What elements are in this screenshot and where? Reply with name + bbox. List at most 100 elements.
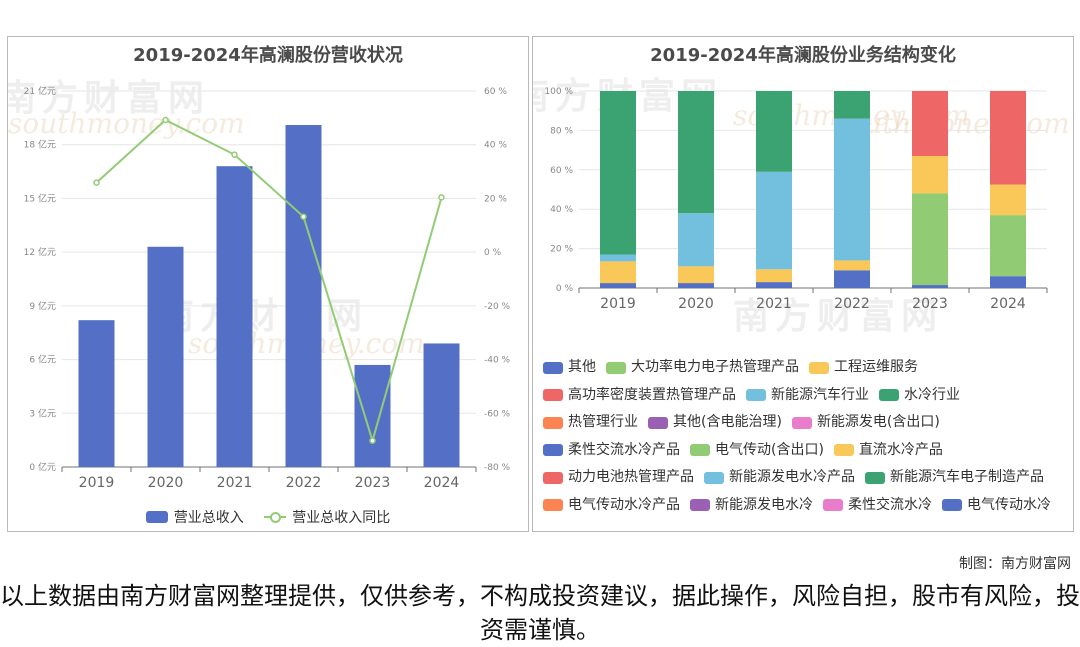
legend-item[interactable]: 大功率电力电子热管理产品 [606, 355, 799, 380]
yoy-growth-point [162, 116, 169, 124]
legend-item[interactable]: 新能源发电(含出口) [791, 410, 940, 435]
yoy-growth-line [95, 118, 443, 445]
structure-segment [756, 171, 792, 270]
x-tick-label: 2019 [600, 296, 636, 312]
revenue-chart-plot: 0 亿元 3 亿元 6 亿元 9 亿元 12 亿元 15 亿元 18 亿元 21 亿元 -80 … [24, 85, 511, 491]
y-right-tick-label: -40 % [484, 356, 511, 366]
y-tick-label: 100 % [544, 87, 573, 97]
legend-item[interactable]: 其他(含电能治理) [648, 410, 782, 435]
x-tick-label: 2022 [286, 475, 322, 491]
legend-item[interactable]: 高功率密度装置热管理产品 [543, 383, 736, 408]
structure-segment [600, 254, 636, 262]
x-tick-label: 2023 [912, 296, 948, 312]
legend-item[interactable]: 柔性交流水冷产品 [543, 438, 680, 463]
structure-chart-panel: 南方财富网 southmoney.com 南方财富网 southmoney.co… [532, 36, 1074, 532]
legend-swatch [746, 389, 766, 401]
y-tick-label: 0 % [556, 284, 574, 294]
yoy-growth-point [300, 213, 307, 220]
structure-segment [756, 282, 792, 288]
structure-chart-legend: 其他 大功率电力电子热管理产品 工程运维服务高功率密度装置热管理产品 新能源汽车行业 水… [543, 355, 1068, 520]
y-tick-label: 60 % [550, 166, 573, 176]
x-tick-label: 2019 [79, 475, 115, 491]
revenue-chart-panel: 南方财富网 southmoney.com 南方财富网 southmoney.co… [7, 36, 529, 532]
legend-swatch [690, 499, 710, 511]
structure-segment [600, 261, 636, 284]
legend-item[interactable]: 电气传动水冷产品 [543, 493, 680, 518]
structure-segment [990, 184, 1026, 216]
legend-label: 水冷行业 [904, 386, 960, 403]
y-left-tick-label: 9 亿元 [29, 300, 56, 312]
legend-swatch [833, 444, 854, 456]
x-tick-label: 2020 [148, 475, 184, 491]
legend-swatch [606, 361, 626, 374]
chart-credit: 制图：南方财富网 [959, 556, 1071, 572]
legend-item[interactable]: 新能源汽车电子制造产品 [865, 465, 1044, 490]
x-tick-label: 2021 [217, 475, 253, 491]
legend-item[interactable]: 电气传动(含出口) [690, 438, 824, 463]
revenue-bar [354, 364, 391, 467]
legend-label: 高功率密度装置热管理产品 [568, 386, 736, 403]
x-tick-label: 2024 [990, 296, 1026, 312]
legend-item[interactable]: 热管理行业 [543, 410, 638, 435]
legend-label: 电气传动水冷产品 [568, 496, 680, 513]
legend-label-revenue: 营业总收入 [173, 510, 244, 526]
structure-segment [678, 266, 714, 284]
legend-label-yoy: 营业总收入同比 [292, 510, 391, 526]
yoy-growth-point [438, 194, 445, 201]
legend-swatch [543, 389, 563, 401]
legend-label: 工程运维服务 [834, 359, 918, 375]
revenue-chart-legend: 营业总收入 营业总收入同比 [8, 507, 528, 527]
legend-label: 直流水冷产品 [858, 441, 943, 458]
yoy-growth-point [231, 151, 238, 158]
legend-item[interactable]: 工程运维服务 [809, 355, 918, 380]
structure-segment [912, 91, 948, 157]
legend-line-swatch [264, 511, 287, 523]
legend-item[interactable]: 柔性交流水冷 [823, 493, 932, 518]
structure-segment [834, 118, 870, 261]
legend-item[interactable]: 新能源发电水冷 [690, 493, 813, 518]
legend-item-yoy[interactable]: 营业总收入同比 [264, 507, 390, 527]
y-left-tick-label: 0 亿元 [29, 461, 56, 473]
legend-item-revenue[interactable]: 营业总收入 [145, 507, 244, 527]
legend-swatch [690, 444, 710, 456]
y-right-tick-label: 20 % [484, 194, 507, 204]
structure-chart-title: 2019-2024年高澜股份业务结构变化 [650, 45, 956, 66]
y-right-tick-label: 40 % [484, 141, 507, 151]
x-tick-label: 2024 [424, 475, 460, 491]
legend-label: 新能源汽车行业 [771, 386, 869, 403]
legend-swatch [791, 416, 812, 429]
structure-segment [990, 276, 1026, 288]
y-left-tick-label: 6 亿元 [29, 354, 56, 366]
legend-swatch [648, 416, 668, 429]
structure-segment [912, 285, 948, 288]
structure-segment [600, 91, 636, 255]
y-left-tick-label: 21 亿元 [24, 85, 56, 97]
legend-item[interactable]: 电气传动水冷 [942, 493, 1051, 518]
legend-swatch [879, 389, 899, 401]
legend-label: 电气传动(含出口) [715, 441, 824, 458]
legend-label: 新能源汽车电子制造产品 [890, 469, 1044, 485]
legend-item[interactable]: 水冷行业 [879, 383, 960, 408]
y-tick-label: 80 % [550, 126, 573, 136]
legend-swatch [823, 499, 843, 511]
legend-label: 电气传动水冷 [967, 496, 1051, 513]
legend-swatch [865, 471, 885, 484]
structure-segment [678, 91, 714, 214]
legend-item[interactable]: 直流水冷产品 [833, 438, 943, 463]
legend-item[interactable]: 其他 [543, 355, 596, 380]
legend-swatch [543, 444, 563, 456]
revenue-bar [216, 166, 253, 467]
structure-segment [756, 91, 792, 172]
legend-swatch [543, 361, 563, 374]
y-right-tick-label: 60 % [484, 87, 507, 97]
structure-segment [990, 91, 1026, 185]
legend-label: 其他 [568, 359, 596, 375]
legend-item[interactable]: 动力电池热管理产品 [543, 465, 694, 490]
structure-segment [834, 270, 870, 288]
revenue-bar [147, 246, 184, 467]
legend-item[interactable]: 新能源发电水冷产品 [704, 465, 855, 490]
structure-chart-plot: 0 % 20 % 40 % 60 % 80 % 100 % 2019 2020 2021 2022… [544, 87, 1048, 312]
legend-swatch [942, 499, 962, 511]
revenue-bar [423, 343, 460, 467]
legend-item[interactable]: 新能源汽车行业 [746, 383, 869, 408]
